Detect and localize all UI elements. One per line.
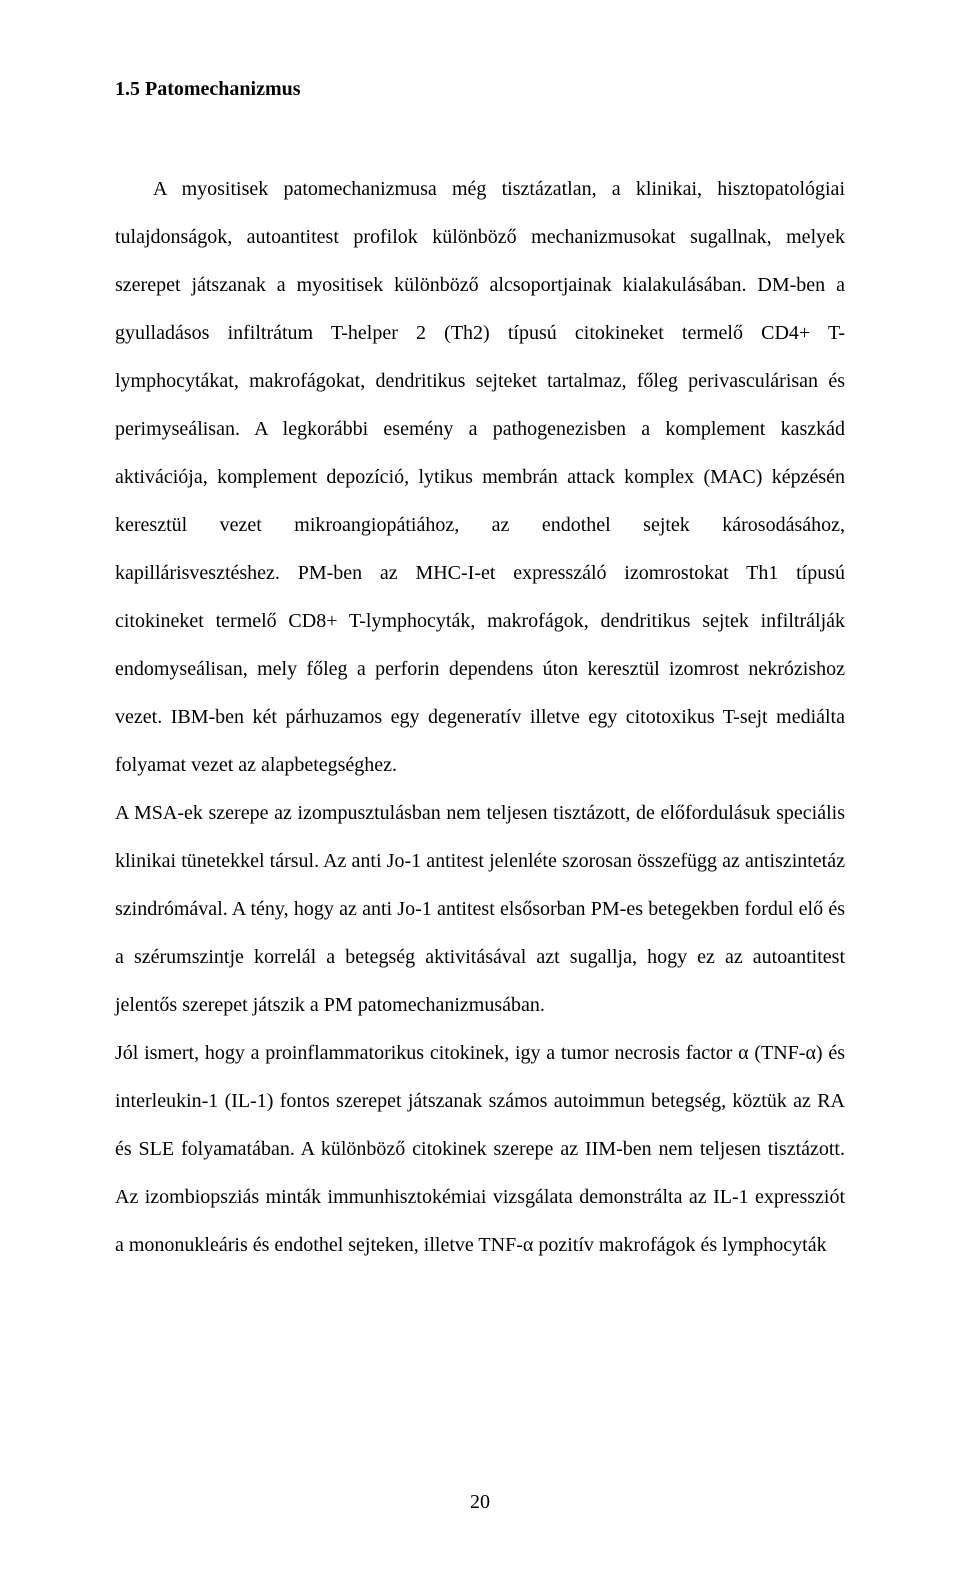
page-number: 20: [0, 1491, 960, 1514]
paragraph-1: A myositisek patomechanizmusa még tisztá…: [115, 165, 845, 789]
body-text-block: A myositisek patomechanizmusa még tisztá…: [115, 165, 845, 1269]
section-heading: 1.5 Patomechanizmus: [115, 78, 845, 101]
paragraph-3: Jól ismert, hogy a proinflammatorikus ci…: [115, 1029, 845, 1269]
paragraph-2: A MSA-ek szerepe az izompusztulásban nem…: [115, 789, 845, 1029]
